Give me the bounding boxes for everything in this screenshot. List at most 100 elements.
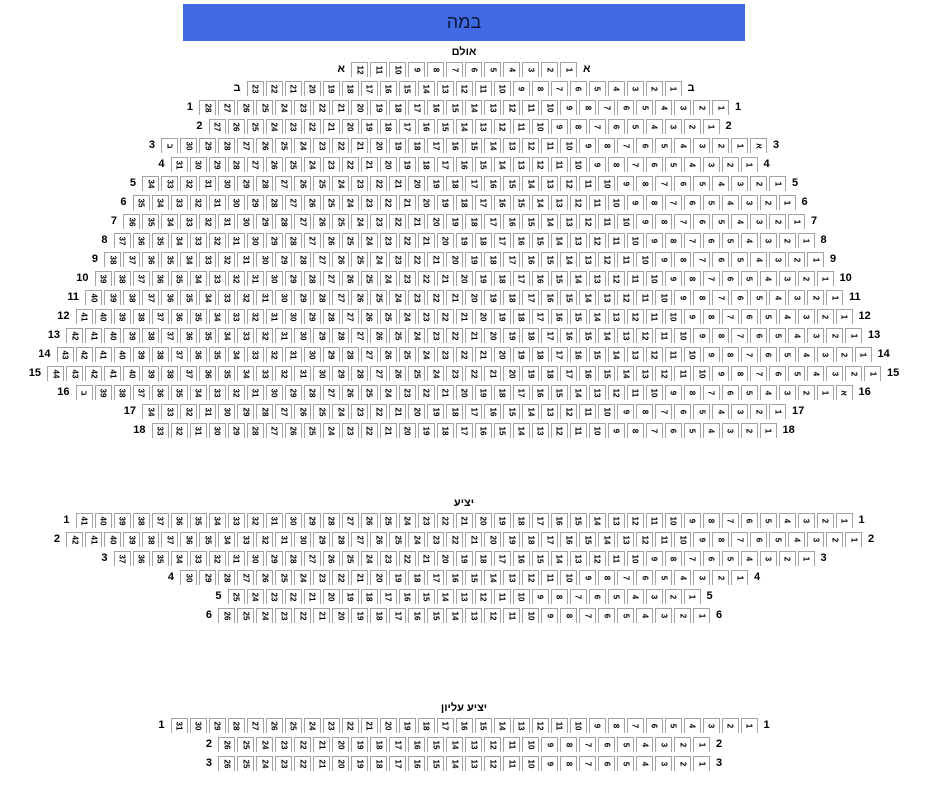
seat[interactable]: 8: [598, 138, 615, 153]
seat[interactable]: 26: [322, 551, 340, 566]
seat[interactable]: 10: [560, 570, 577, 585]
seat[interactable]: 14: [484, 138, 501, 153]
seat[interactable]: 3: [797, 513, 815, 528]
seat[interactable]: 8: [560, 608, 577, 623]
seat[interactable]: 12: [607, 271, 625, 286]
seat[interactable]: 28: [303, 271, 321, 286]
seat[interactable]: 5: [664, 718, 682, 733]
seat[interactable]: 37: [161, 328, 178, 343]
seat[interactable]: 29: [246, 195, 264, 210]
seat[interactable]: 13: [569, 551, 587, 566]
seat[interactable]: 21: [360, 718, 378, 733]
seat[interactable]: 14: [579, 290, 596, 305]
seat[interactable]: 26: [218, 608, 235, 623]
seat[interactable]: 4: [778, 309, 796, 324]
seat[interactable]: 15: [569, 309, 587, 324]
seat[interactable]: 12: [493, 119, 511, 134]
seat[interactable]: 25: [341, 551, 359, 566]
seat[interactable]: 35: [189, 309, 207, 324]
seat[interactable]: 9: [693, 532, 710, 547]
seat[interactable]: 26: [265, 157, 283, 172]
seat[interactable]: 13: [541, 176, 558, 191]
seat[interactable]: 21: [408, 214, 425, 229]
seat[interactable]: 10: [636, 252, 653, 267]
seat[interactable]: 2: [541, 62, 558, 77]
seat[interactable]: 26: [370, 328, 387, 343]
seat[interactable]: 17: [541, 532, 558, 547]
seat[interactable]: 17: [427, 138, 444, 153]
seat[interactable]: 21: [303, 589, 321, 604]
seat[interactable]: 13: [607, 513, 625, 528]
seat[interactable]: 14: [531, 195, 549, 210]
seat[interactable]: 10: [512, 589, 530, 604]
seat[interactable]: 7: [569, 589, 587, 604]
seat[interactable]: 4: [740, 233, 758, 248]
seat[interactable]: 2: [674, 608, 691, 623]
seat[interactable]: 29: [265, 233, 283, 248]
seat[interactable]: 27: [351, 532, 368, 547]
seat[interactable]: 17: [360, 81, 378, 96]
seat[interactable]: 32: [227, 271, 245, 286]
seat[interactable]: 32: [265, 347, 283, 362]
seat[interactable]: 25: [284, 157, 302, 172]
seat[interactable]: 34: [218, 532, 235, 547]
seat[interactable]: 26: [265, 718, 283, 733]
seat[interactable]: 25: [389, 532, 406, 547]
seat[interactable]: 23: [351, 176, 368, 191]
seat[interactable]: 21: [284, 81, 302, 96]
seat[interactable]: 5: [607, 589, 625, 604]
seat[interactable]: 22: [341, 718, 359, 733]
seat[interactable]: 7: [655, 176, 672, 191]
seat[interactable]: 31: [237, 252, 254, 267]
seat[interactable]: 35: [161, 252, 178, 267]
seat[interactable]: 26: [360, 513, 378, 528]
seat[interactable]: 30: [180, 138, 197, 153]
seat[interactable]: 18: [408, 138, 425, 153]
seat[interactable]: 1: [816, 271, 834, 286]
seat[interactable]: 26: [303, 195, 321, 210]
seat[interactable]: 31: [265, 513, 283, 528]
seat[interactable]: 12: [522, 138, 539, 153]
seat[interactable]: 8: [579, 100, 596, 115]
seat[interactable]: 12: [474, 589, 492, 604]
seat[interactable]: 11: [503, 737, 520, 752]
seat[interactable]: 21: [436, 271, 454, 286]
seat[interactable]: 2: [797, 385, 815, 400]
seat[interactable]: 23: [398, 385, 416, 400]
seat[interactable]: 20: [493, 347, 511, 362]
seat[interactable]: 34: [208, 513, 226, 528]
seat[interactable]: 27: [322, 385, 340, 400]
seat[interactable]: 10: [531, 119, 549, 134]
seat[interactable]: 24: [370, 252, 387, 267]
seat[interactable]: 26: [218, 756, 235, 771]
seat[interactable]: 13: [455, 589, 473, 604]
seat[interactable]: 18: [370, 756, 387, 771]
seat[interactable]: 4: [788, 328, 805, 343]
seat[interactable]: 16: [522, 252, 539, 267]
seat[interactable]: 16: [474, 423, 492, 438]
seat[interactable]: 20: [303, 81, 321, 96]
seat[interactable]: 11: [579, 404, 596, 419]
seat[interactable]: 29: [208, 718, 226, 733]
seat[interactable]: 35: [151, 233, 169, 248]
seat[interactable]: 24: [398, 513, 416, 528]
seat[interactable]: 23: [275, 608, 292, 623]
seat[interactable]: 2: [778, 551, 796, 566]
seat[interactable]: 28: [246, 423, 264, 438]
seat[interactable]: 35: [180, 290, 197, 305]
seat[interactable]: 30: [246, 233, 264, 248]
seat[interactable]: 37: [132, 271, 150, 286]
seat[interactable]: 30: [218, 176, 235, 191]
seat[interactable]: 11: [664, 347, 682, 362]
seat[interactable]: 34: [227, 347, 245, 362]
seat[interactable]: 11: [579, 176, 596, 191]
seat[interactable]: 24: [256, 737, 273, 752]
seat[interactable]: 12: [588, 233, 606, 248]
seat[interactable]: 36: [151, 271, 169, 286]
seat[interactable]: 16: [512, 551, 530, 566]
seat[interactable]: 7: [683, 551, 701, 566]
seat[interactable]: 24: [379, 271, 397, 286]
seat[interactable]: 25: [398, 347, 416, 362]
seat[interactable]: 19: [455, 551, 473, 566]
seat[interactable]: 26: [351, 290, 368, 305]
